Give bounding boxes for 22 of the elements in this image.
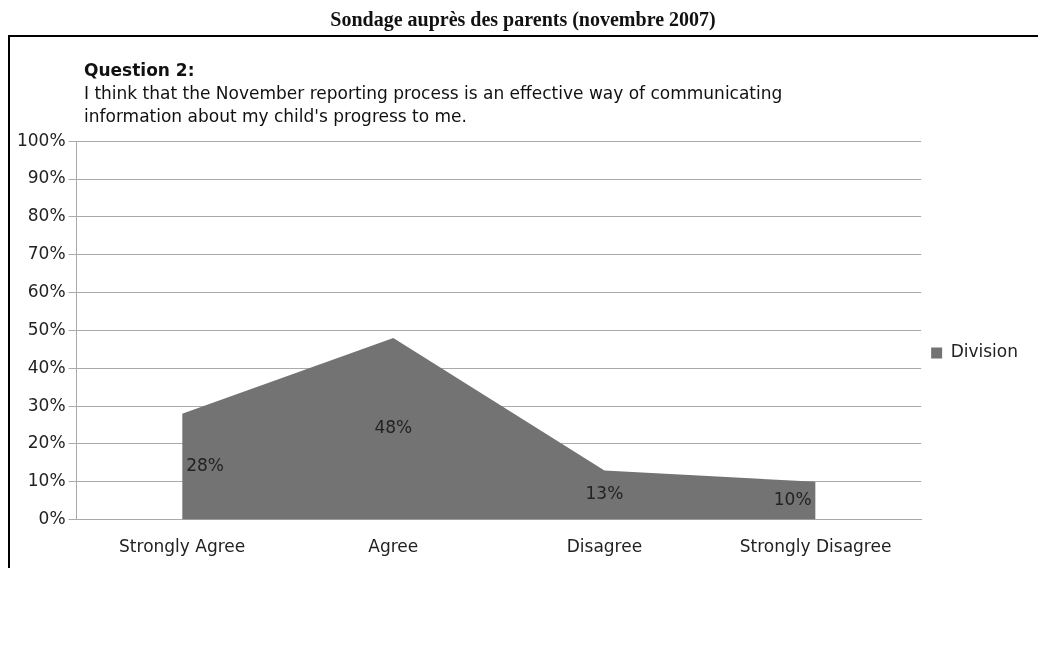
y-tick-label: 40%	[27, 356, 66, 377]
y-tick-label: 60%	[27, 280, 66, 301]
text: 48%	[374, 417, 413, 438]
x-tick-label: Disagree	[566, 536, 643, 557]
chart-subtitle: Question 2: I think that the November reporting process is an effective way of communicating information about my child's progress to me.	[84, 59, 784, 128]
y-tick-label: 100%	[16, 129, 66, 150]
y-tick-label: 80%	[27, 205, 66, 226]
chart-title: Sondage auprès des parents (novembre 2007)	[8, 8, 1038, 37]
legend-label: Division	[950, 341, 1019, 362]
x-tick-label: Strongly Agree	[119, 536, 246, 557]
y-tick-label: 30%	[27, 394, 66, 415]
y-tick-label: 20%	[27, 432, 66, 453]
text: 10%	[773, 489, 812, 510]
x-tick-label: Agree	[368, 536, 419, 557]
y-tick-label: 0%	[38, 508, 66, 529]
y-tick-label: 50%	[27, 318, 66, 339]
text: 28%	[186, 455, 224, 476]
y-tick-label: 70%	[27, 243, 66, 264]
x-tick-label: Strongly Disagree	[739, 536, 892, 557]
y-tick-label: 90%	[27, 167, 66, 188]
y-tick-label: 10%	[27, 470, 66, 491]
text: 13%	[585, 483, 624, 504]
